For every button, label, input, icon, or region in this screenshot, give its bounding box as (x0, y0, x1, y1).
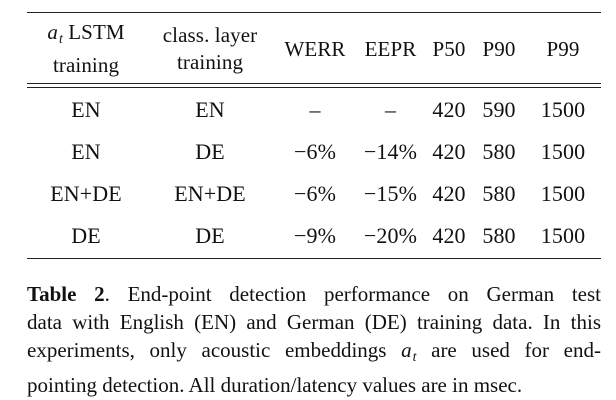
caption-label: Table 2 (27, 282, 105, 306)
table-top-rule (27, 12, 601, 13)
cell-class-layer-training: EN+DE (174, 181, 246, 206)
header-class-layer-line1: class. layer (162, 23, 258, 47)
cell-werr: −9% (293, 223, 337, 248)
header-class-layer-training: class. layer training (146, 18, 274, 80)
cell-eepr: −14% (363, 139, 418, 164)
caption-line-1-text: . End-point detection performance on Ger… (104, 282, 601, 306)
cell-p50: 420 (432, 223, 466, 248)
cell-eepr: −20% (363, 223, 418, 248)
header-p99: P99 (546, 36, 580, 61)
header-p50: P50 (432, 36, 466, 61)
header-at-subscript: t (58, 30, 63, 46)
table-row: DE DE −9% −20% 420 580 1500 (27, 218, 601, 254)
results-table: at LSTM training class. layer training W… (27, 12, 601, 260)
cell-class-layer-training: EN (195, 97, 225, 122)
table-row: EN+DE EN+DE −6% −15% 420 580 1500 (27, 176, 601, 212)
caption-line-1: Table 2. End-point detection performance… (27, 280, 601, 308)
cell-p99: 1500 (540, 223, 586, 248)
cell-p90: 580 (482, 181, 516, 206)
header-eepr: EEPR (364, 36, 417, 61)
cell-class-layer-training: DE (195, 139, 225, 164)
table-header-rule-lower (27, 87, 601, 88)
caption-at-variable: a (401, 338, 412, 362)
cell-p50: 420 (432, 139, 466, 164)
cell-eepr: – (384, 97, 397, 122)
cell-p90: 580 (482, 223, 516, 248)
header-lstm-training: at LSTM training (27, 18, 145, 80)
cell-p90: 590 (482, 97, 516, 122)
cell-lstm-training: EN (71, 139, 101, 164)
cell-werr: – (309, 97, 321, 122)
cell-class-layer-training: DE (195, 223, 225, 248)
cell-lstm-training: DE (71, 223, 101, 248)
table-row: EN DE −6% −14% 420 580 1500 (27, 134, 601, 170)
cell-p99: 1500 (540, 139, 586, 164)
cell-p50: 420 (432, 181, 466, 206)
header-class-layer-line2: training (176, 50, 244, 74)
cell-eepr: −15% (363, 181, 418, 206)
cell-lstm-training: EN (71, 97, 101, 122)
caption-line-2: data with English (EN) and German (DE) t… (27, 310, 601, 334)
cell-werr: −6% (293, 181, 337, 206)
caption-line-3-after: are used for end- (416, 338, 601, 362)
table-header-row: at LSTM training class. layer training W… (27, 18, 601, 80)
caption-line-3: experiments, only acoustic embeddings at… (27, 336, 601, 371)
header-p90: P90 (482, 36, 516, 61)
cell-p50: 420 (432, 97, 466, 122)
caption-line-3-before: experiments, only acoustic embeddings (27, 338, 402, 362)
cell-p99: 1500 (540, 181, 586, 206)
table-bottom-rule (27, 258, 601, 259)
table-header-rule-upper (27, 83, 601, 84)
header-lstm-training-line2: training (52, 52, 120, 77)
cell-p99: 1500 (540, 97, 586, 122)
caption-at-subscript: t (412, 348, 417, 364)
table-caption: Table 2. End-point detection performance… (27, 280, 601, 399)
cell-p90: 580 (482, 139, 516, 164)
table-row: EN EN – – 420 590 1500 (27, 92, 601, 128)
caption-line-4: pointing detection. All duration/latency… (27, 372, 523, 397)
header-lstm-label: LSTM (68, 20, 125, 45)
cell-werr: −6% (293, 139, 337, 164)
cell-lstm-training: EN+DE (50, 181, 122, 206)
header-lstm-training-line1: at LSTM (47, 19, 124, 52)
header-werr: WERR (284, 36, 346, 61)
header-at-variable: a (47, 20, 58, 45)
